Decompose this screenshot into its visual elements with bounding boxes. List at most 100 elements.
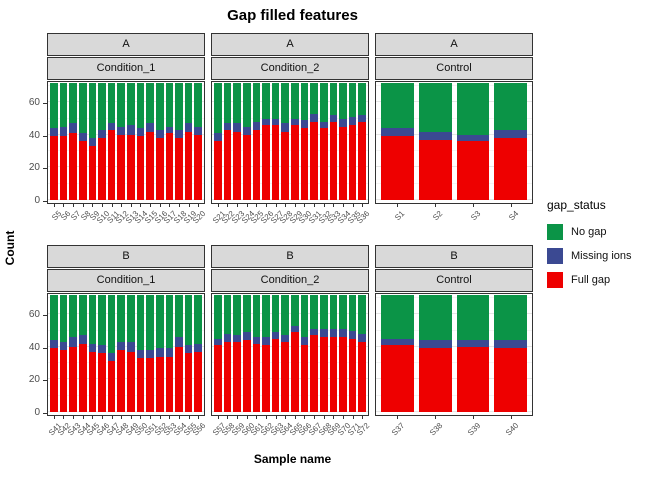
segment-missing_ions <box>127 125 135 135</box>
x-tick-mark <box>397 416 399 419</box>
stacked-bar-S6 <box>59 82 68 200</box>
x-tick-label: S37 <box>390 421 407 438</box>
legend-item-full-gap: Full gap <box>547 268 667 292</box>
segment-no_gap <box>242 294 251 333</box>
segment-missing_ions <box>146 123 154 132</box>
segment-no_gap <box>117 82 125 127</box>
panel-A-condition_2 <box>211 81 369 204</box>
x-tick-mark <box>159 204 161 207</box>
segment-full_gap <box>271 125 280 200</box>
segment-no_gap <box>262 294 270 338</box>
stacked-bar-S21 <box>214 82 222 200</box>
x-tick-mark <box>246 204 248 207</box>
stacked-bar-S37 <box>381 294 414 412</box>
panel-A-control <box>375 81 533 204</box>
segment-no_gap <box>146 82 154 124</box>
segment-missing_ions <box>300 337 309 346</box>
gridline <box>376 166 532 168</box>
stacked-bar-S22 <box>223 82 232 200</box>
segment-missing_ions <box>310 328 318 336</box>
stacked-bar-S39 <box>456 294 490 412</box>
stacked-bar-S5 <box>50 82 58 200</box>
x-tick-mark <box>63 416 65 419</box>
segment-full_gap <box>165 133 174 200</box>
segment-missing_ions <box>252 121 261 130</box>
facet-strip-row-B: B <box>211 245 369 268</box>
x-tick-mark <box>323 416 325 419</box>
segment-full_gap <box>358 341 366 412</box>
stacked-bar-S2 <box>418 82 452 200</box>
segment-full_gap <box>107 129 116 200</box>
x-tick-mark <box>256 204 258 207</box>
segment-no_gap <box>117 294 125 342</box>
segment-missing_ions <box>88 343 97 352</box>
segment-no_gap <box>136 294 145 351</box>
segment-full_gap <box>69 346 77 412</box>
x-tick-mark <box>285 204 287 207</box>
x-tick-mark <box>285 416 287 419</box>
segment-full_gap <box>281 341 289 412</box>
segment-missing_ions <box>418 340 452 349</box>
stacked-bar-S7 <box>69 82 77 200</box>
gridline <box>212 345 368 347</box>
segment-no_gap <box>194 294 202 344</box>
segment-full_gap <box>310 121 318 200</box>
segment-missing_ions <box>329 115 338 122</box>
gridline <box>212 394 368 396</box>
x-tick-mark <box>237 204 239 207</box>
legend: gap_status No gap Missing ions Full gap <box>547 198 667 292</box>
x-tick-mark <box>121 416 123 419</box>
segment-no_gap <box>175 294 183 338</box>
segment-no_gap <box>281 294 289 336</box>
gridline <box>48 150 204 152</box>
x-tick-mark <box>217 416 219 419</box>
x-tick-mark <box>294 204 296 207</box>
legend-item-no-gap: No gap <box>547 220 667 244</box>
stacked-bar-S70 <box>339 294 347 412</box>
x-tick-row: S21 S22 S23 S24 S25 S26 S27 S28 S29 S30 S31 S32 S33 S… <box>211 204 372 244</box>
x-tick-mark <box>217 204 219 207</box>
facet-strip-col-condition_1: Condition_1 <box>47 269 205 292</box>
gridline <box>48 296 204 298</box>
gridline <box>376 378 532 380</box>
y-tick-mark <box>43 103 47 105</box>
segment-no_gap <box>233 294 241 336</box>
legend-key-swatch <box>547 248 563 264</box>
x-tick-mark <box>63 204 65 207</box>
segment-no_gap <box>155 82 164 130</box>
segment-no_gap <box>50 294 58 341</box>
segment-full_gap <box>381 136 414 200</box>
x-tick-mark <box>304 416 306 419</box>
segment-full_gap <box>98 138 106 200</box>
segment-full_gap <box>107 361 116 412</box>
segment-no_gap <box>50 82 58 129</box>
gridline <box>376 199 532 200</box>
segment-full_gap <box>155 356 164 412</box>
segment-full_gap <box>69 133 77 200</box>
segment-full_gap <box>223 129 232 200</box>
segment-no_gap <box>381 82 414 129</box>
x-tick-mark <box>333 204 335 207</box>
segment-full_gap <box>78 141 87 200</box>
stacked-bar-S10 <box>98 82 106 200</box>
segment-no_gap <box>88 82 97 139</box>
facet-strip-row-B: B <box>47 245 205 268</box>
segment-no_gap <box>281 82 289 124</box>
y-tick-mark <box>43 135 47 137</box>
facet-strip-col-condition_2: Condition_2 <box>211 57 369 80</box>
segment-full_gap <box>155 138 164 200</box>
gridline <box>48 166 204 168</box>
segment-missing_ions <box>281 335 289 342</box>
segment-missing_ions <box>98 345 106 354</box>
stacked-bar-S62 <box>262 294 270 412</box>
x-tick-mark <box>237 416 239 419</box>
y-tick-label: 60 <box>28 309 40 321</box>
stacked-bar-S52 <box>155 294 164 412</box>
stacked-bar-S68 <box>319 294 328 412</box>
stacked-bar-S67 <box>310 294 318 412</box>
segment-no_gap <box>107 294 116 354</box>
stacked-bar-S51 <box>146 294 154 412</box>
gridline <box>376 394 532 396</box>
segment-missing_ions <box>175 337 183 347</box>
segment-no_gap <box>358 82 366 116</box>
